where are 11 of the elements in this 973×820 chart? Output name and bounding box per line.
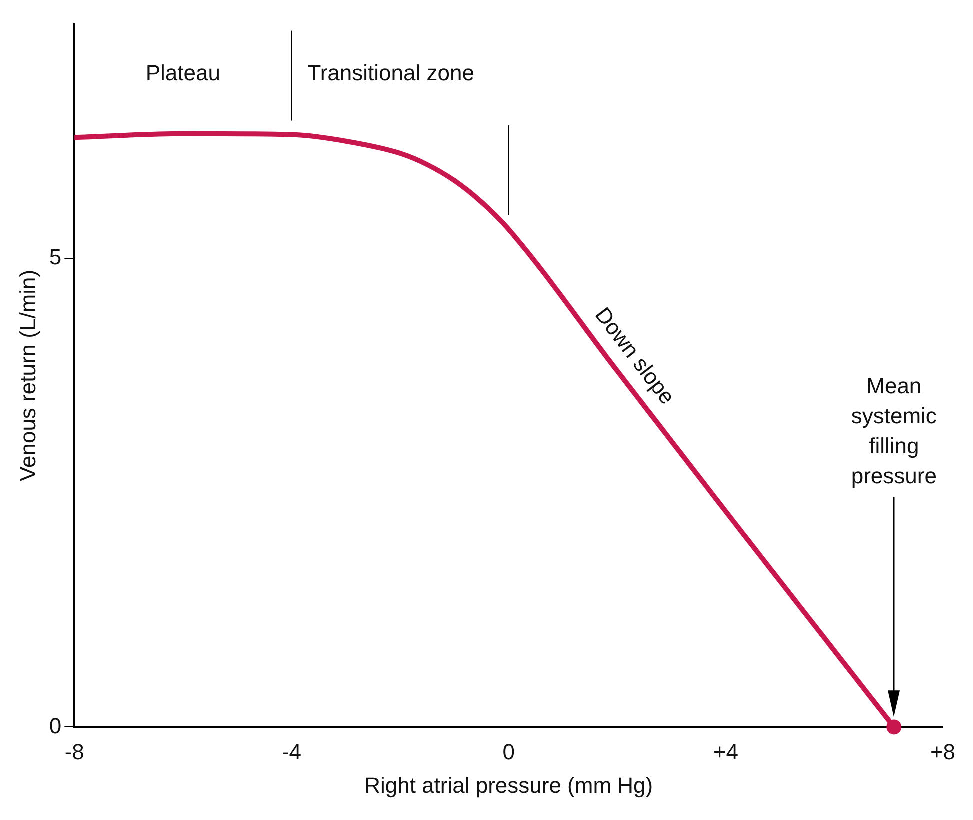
x-tick-label: -4 [282,739,302,764]
annotation: Transitional zone [308,60,474,86]
x-tick-label: +8 [930,739,956,764]
y-tick-label: 5 [49,244,62,270]
x-tick-label: +4 [713,739,738,764]
x-tick-label: -8 [64,739,84,764]
x-axis-title: Right atrial pressure (mm Hg) [364,772,654,798]
x-tick-label: 0 [502,739,515,764]
annotation: Plateau [146,60,220,86]
annotation: Mean systemic filling pressure [851,373,937,488]
y-axis-title: Venous return (L/min) [15,270,40,482]
